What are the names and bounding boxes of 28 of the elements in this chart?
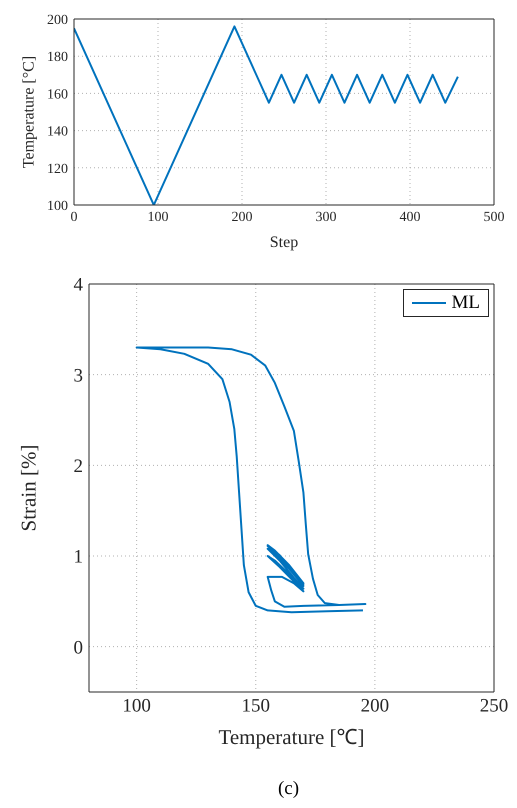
y-tick-label: 2 — [74, 456, 83, 478]
x-tick-label: 200 — [360, 695, 390, 716]
y-tick-label: 180 — [47, 50, 68, 66]
line-series — [74, 25, 459, 205]
y-axis-title: Temperature [°C] — [20, 56, 38, 168]
y-tick-label: 160 — [47, 87, 68, 102]
y-tick-label: 0 — [74, 637, 83, 658]
x-tick-label: 200 — [232, 210, 252, 225]
x-tick-label: 100 — [122, 695, 151, 716]
x-tick-label: 300 — [316, 210, 336, 225]
x-tick-label: 500 — [484, 210, 504, 225]
y-tick-label: 1 — [74, 546, 83, 568]
x-tick-label: 100 — [148, 210, 168, 225]
y-tick-label: 140 — [47, 124, 68, 140]
x-tick-label: 150 — [242, 695, 270, 716]
legend-label: ML — [452, 292, 480, 314]
line-series — [136, 346, 366, 614]
y-tick-label: 100 — [47, 198, 68, 214]
y-tick-label: 120 — [47, 162, 68, 177]
text: (c) — [276, 778, 300, 800]
x-axis-title: Temperature [℃] — [218, 725, 365, 749]
x-axis-title: Step — [270, 234, 298, 251]
x-tick-label: 250 — [480, 695, 508, 716]
y-tick-label: 3 — [74, 365, 83, 386]
x-tick-label: 400 — [400, 210, 420, 225]
y-tick-label: 200 — [47, 12, 68, 28]
y-axis-title: Strain [%] — [16, 444, 40, 532]
y-tick-label: 4 — [74, 274, 84, 296]
